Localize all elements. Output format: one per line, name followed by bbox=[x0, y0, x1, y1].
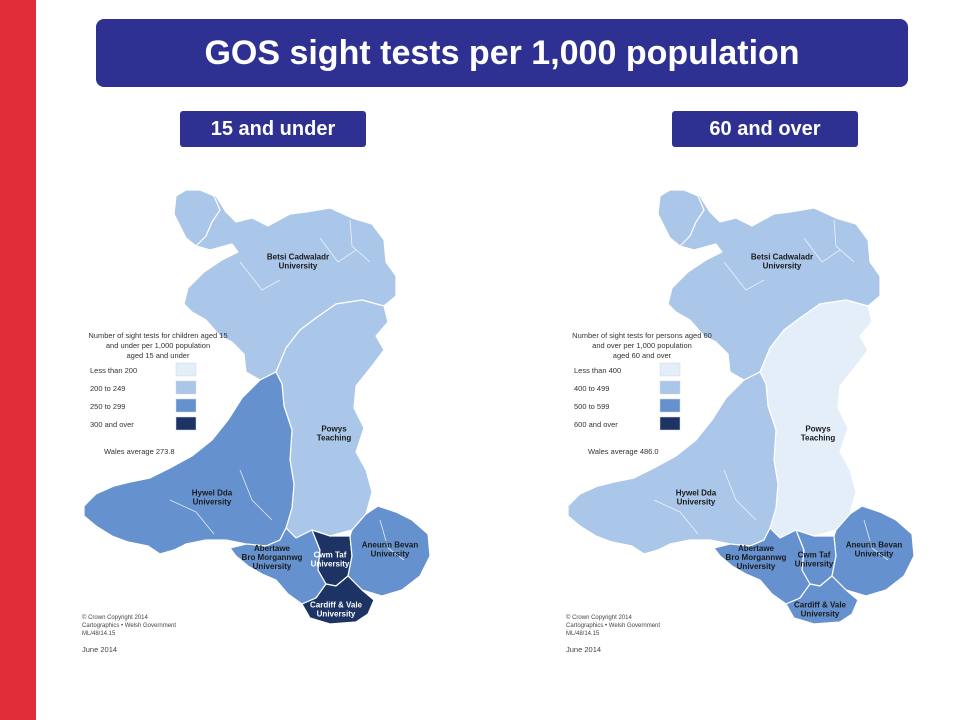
legend-swatch bbox=[659, 362, 681, 377]
county-boundary bbox=[803, 237, 841, 263]
map-date: June 2014 bbox=[82, 645, 117, 654]
wales-average: Wales average 273.8 bbox=[104, 447, 175, 456]
region-label-cwm: University bbox=[795, 560, 834, 569]
county-boundary bbox=[239, 469, 273, 521]
region-label-powys: Teaching bbox=[317, 434, 352, 443]
region-label-hywel: University bbox=[193, 498, 232, 507]
region-label-betsi: University bbox=[763, 262, 802, 271]
region-label-cardiff: University bbox=[801, 610, 840, 619]
county-boundary bbox=[723, 261, 765, 291]
region-aneurin bbox=[831, 505, 915, 597]
region-cardiff bbox=[785, 575, 859, 625]
badge-right-text: 60 and over bbox=[709, 117, 821, 140]
region-label-cwm: Cwm Taf bbox=[798, 551, 831, 560]
region-label-aneurin: Aneurin Bevan bbox=[362, 541, 419, 550]
region-label-aneurin: University bbox=[371, 550, 410, 559]
legend-label: 600 and over bbox=[574, 420, 618, 429]
copyright-text: © Crown Copyright 2014 bbox=[566, 614, 632, 621]
region-label-hywel: Hywel Dda bbox=[192, 489, 233, 498]
county-boundary bbox=[723, 469, 757, 521]
region-abm bbox=[713, 527, 811, 605]
county-boundary bbox=[379, 519, 405, 561]
legend-title: Number of sight tests for persons aged 6… bbox=[572, 331, 712, 340]
region-label-hywel: University bbox=[677, 498, 716, 507]
region-betsi bbox=[657, 189, 705, 247]
region-label-abm: University bbox=[253, 562, 292, 571]
region-label-cardiff: Cardiff & Vale bbox=[310, 601, 363, 610]
page-title-text: GOS sight tests per 1,000 population bbox=[204, 33, 800, 72]
region-label-aneurin: Aneurin Bevan bbox=[846, 541, 903, 550]
legend-swatch bbox=[659, 416, 681, 431]
accent-bar bbox=[0, 0, 36, 720]
region-label-hywel: Hywel Dda bbox=[676, 489, 717, 498]
region-aneurin bbox=[347, 505, 431, 597]
region-label-betsi: University bbox=[279, 262, 318, 271]
region-label-powys: Teaching bbox=[801, 434, 836, 443]
county-boundary bbox=[863, 519, 889, 561]
region-label-abm: Bro Morgannwg bbox=[726, 553, 787, 562]
region-label-cwm: University bbox=[311, 560, 350, 569]
map-60-and-over: Betsi CadwaladrUniversityPowysTeachingHy… bbox=[566, 189, 915, 654]
legend-label: 400 to 499 bbox=[574, 384, 609, 393]
region-label-abm: Abertawe bbox=[738, 544, 775, 553]
map-date: June 2014 bbox=[566, 645, 601, 654]
badge-left-text: 15 and under bbox=[210, 117, 336, 140]
legend-label: 250 to 299 bbox=[90, 402, 125, 411]
legend-title: and under per 1,000 population bbox=[106, 341, 210, 350]
region-abm bbox=[229, 527, 327, 605]
legend-swatch bbox=[659, 398, 681, 413]
copyright-text: ML/48/14.15 bbox=[566, 631, 600, 637]
legend-label: 300 and over bbox=[90, 420, 134, 429]
region-label-cardiff: University bbox=[317, 610, 356, 619]
county-boundary bbox=[239, 261, 281, 291]
legend-swatch bbox=[175, 416, 197, 431]
county-boundary bbox=[169, 499, 215, 535]
region-label-abm: Bro Morgannwg bbox=[242, 553, 303, 562]
badge-right: 60 and over bbox=[672, 111, 858, 147]
legend-title: Number of sight tests for children aged … bbox=[88, 331, 227, 340]
legend-swatch bbox=[659, 380, 681, 395]
legend-swatch bbox=[175, 398, 197, 413]
legend-title: aged 60 and over bbox=[613, 351, 672, 360]
region-label-abm: University bbox=[737, 562, 776, 571]
legend-swatch bbox=[175, 380, 197, 395]
region-label-powys: Powys bbox=[805, 425, 831, 434]
legend-label: Less than 400 bbox=[574, 366, 621, 375]
legend-title: aged 15 and under bbox=[127, 351, 190, 360]
copyright-text: Cartographics • Welsh Government bbox=[566, 623, 660, 629]
region-hywel bbox=[83, 371, 295, 555]
county-boundary bbox=[319, 237, 357, 263]
region-cardiff bbox=[301, 575, 375, 625]
legend-swatch bbox=[175, 362, 197, 377]
page-title: GOS sight tests per 1,000 population bbox=[96, 19, 908, 87]
legend-label: Less than 200 bbox=[90, 366, 137, 375]
map-15-and-under: Betsi CadwaladrUniversityPowysTeachingHy… bbox=[82, 189, 431, 654]
region-label-aneurin: University bbox=[855, 550, 894, 559]
region-label-cwm: Cwm Taf bbox=[314, 551, 347, 560]
region-betsi bbox=[173, 189, 221, 247]
copyright-text: ML/48/14.15 bbox=[82, 631, 116, 637]
legend-title: and over per 1,000 population bbox=[592, 341, 692, 350]
badge-left: 15 and under bbox=[180, 111, 366, 147]
legend-label: 200 to 249 bbox=[90, 384, 125, 393]
region-label-cardiff: Cardiff & Vale bbox=[794, 601, 847, 610]
region-label-abm: Abertawe bbox=[254, 544, 291, 553]
copyright-text: Cartographics • Welsh Government bbox=[82, 623, 176, 629]
county-boundary bbox=[349, 219, 371, 263]
wales-average: Wales average 486.0 bbox=[588, 447, 659, 456]
region-hywel bbox=[567, 371, 779, 555]
copyright-text: © Crown Copyright 2014 bbox=[82, 614, 148, 621]
county-boundary bbox=[833, 219, 855, 263]
legend-label: 500 to 599 bbox=[574, 402, 609, 411]
region-label-powys: Powys bbox=[321, 425, 347, 434]
region-label-betsi: Betsi Cadwaladr bbox=[751, 253, 813, 262]
region-label-betsi: Betsi Cadwaladr bbox=[267, 253, 329, 262]
county-boundary bbox=[653, 499, 699, 535]
